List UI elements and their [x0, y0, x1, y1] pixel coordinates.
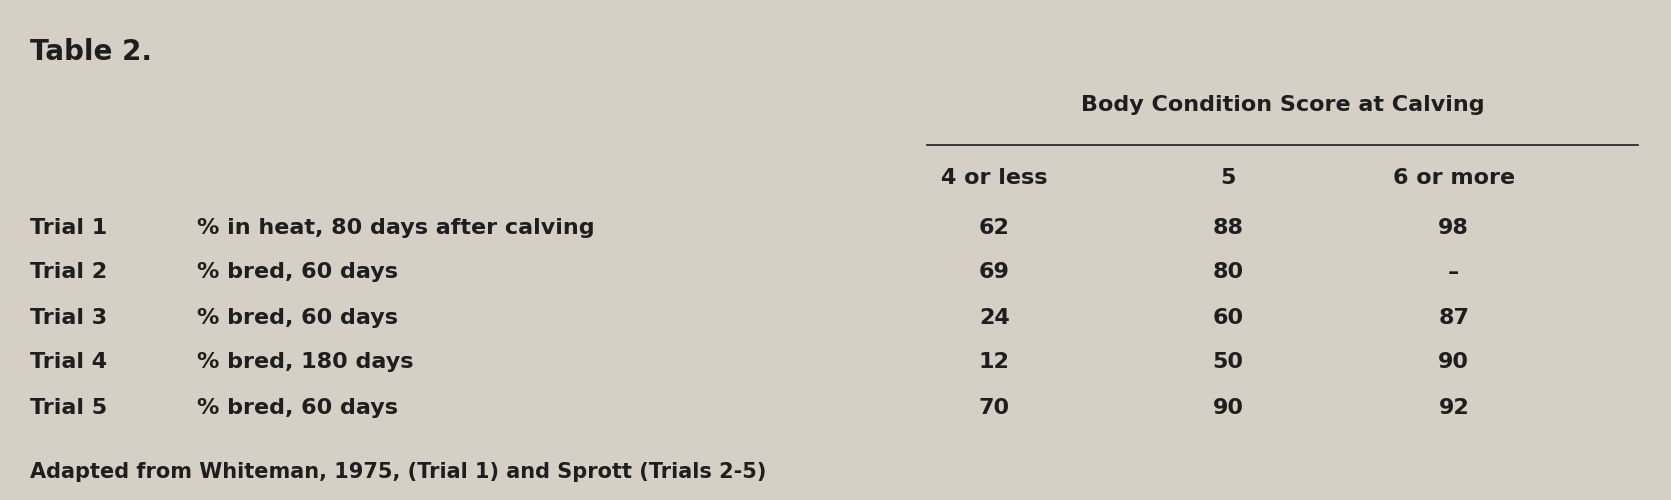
Text: Adapted from Whiteman, 1975, (Trial 1) and Sprott (Trials 2-5): Adapted from Whiteman, 1975, (Trial 1) a…: [30, 462, 767, 482]
Text: Table 2.: Table 2.: [30, 38, 152, 66]
Text: % bred, 180 days: % bred, 180 days: [197, 352, 414, 372]
Text: 80: 80: [1213, 262, 1243, 282]
Text: 88: 88: [1213, 218, 1243, 238]
Text: % bred, 60 days: % bred, 60 days: [197, 262, 398, 282]
Text: 60: 60: [1213, 308, 1243, 328]
Text: 6 or more: 6 or more: [1392, 168, 1516, 188]
Text: Trial 3: Trial 3: [30, 308, 107, 328]
Text: 4 or less: 4 or less: [941, 168, 1048, 188]
Text: Trial 1: Trial 1: [30, 218, 107, 238]
Text: 69: 69: [979, 262, 1009, 282]
Text: –: –: [1449, 262, 1459, 282]
Text: 70: 70: [979, 398, 1009, 417]
Text: Trial 4: Trial 4: [30, 352, 107, 372]
Text: 92: 92: [1439, 398, 1469, 417]
Text: 87: 87: [1439, 308, 1469, 328]
Text: 50: 50: [1213, 352, 1243, 372]
Text: 98: 98: [1439, 218, 1469, 238]
Text: 62: 62: [979, 218, 1009, 238]
Text: 24: 24: [979, 308, 1009, 328]
Text: 5: 5: [1220, 168, 1237, 188]
Text: % bred, 60 days: % bred, 60 days: [197, 308, 398, 328]
Text: Trial 2: Trial 2: [30, 262, 107, 282]
Text: Trial 5: Trial 5: [30, 398, 107, 417]
Text: 90: 90: [1439, 352, 1469, 372]
Text: % bred, 60 days: % bred, 60 days: [197, 398, 398, 417]
Text: Body Condition Score at Calving: Body Condition Score at Calving: [1081, 95, 1484, 115]
Text: % in heat, 80 days after calving: % in heat, 80 days after calving: [197, 218, 595, 238]
Text: 12: 12: [979, 352, 1009, 372]
Text: 90: 90: [1213, 398, 1243, 417]
